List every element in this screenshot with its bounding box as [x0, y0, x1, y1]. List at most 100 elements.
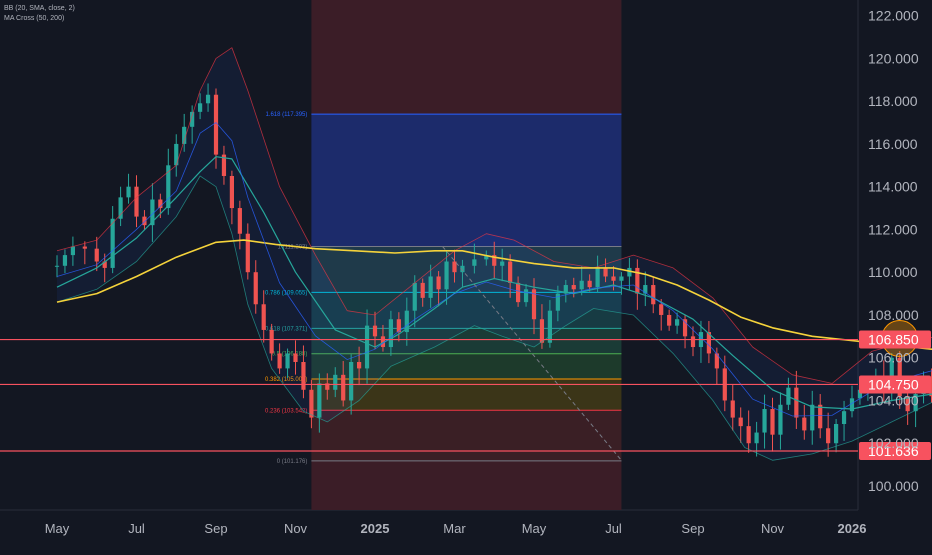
fib-zone: [311, 114, 622, 247]
target-zone-top: [311, 0, 622, 115]
candle: [301, 345, 306, 399]
candle-body: [659, 304, 664, 315]
candle: [523, 283, 529, 307]
candle-body: [516, 282, 521, 303]
candle: [341, 361, 346, 407]
price-tick-label: 118.000: [868, 93, 918, 109]
candle-body: [261, 304, 266, 330]
candle: [730, 384, 735, 431]
candle: [404, 297, 409, 346]
candle: [643, 271, 648, 307]
candle-body: [213, 94, 219, 155]
candle: [277, 343, 282, 374]
candle-body: [682, 319, 688, 337]
candle: [428, 264, 433, 308]
candle: [82, 241, 87, 265]
candle: [205, 83, 211, 112]
series-line-bb-lower: [56, 175, 932, 461]
candle-body: [253, 272, 258, 305]
candle: [380, 324, 386, 352]
candle: [834, 419, 839, 453]
fib-zone: [311, 328, 622, 354]
candle-body: [611, 276, 616, 281]
price-level-tag-label: 106.850: [868, 332, 919, 348]
candle-body: [690, 336, 696, 348]
candle: [420, 278, 425, 307]
candle: [690, 326, 696, 357]
candle-body: [134, 186, 139, 217]
candle-body: [237, 208, 242, 234]
candle: [126, 173, 131, 204]
candle-body: [484, 255, 489, 260]
candle-body: [412, 282, 417, 311]
candle: [635, 259, 640, 310]
fib-label: 0.236 (103.542): [265, 408, 307, 414]
candle-body: [778, 404, 783, 435]
candle: [516, 276, 521, 307]
price-level-tag: 101.636: [859, 442, 931, 461]
fib-label: 1.618 (117.395): [265, 112, 307, 118]
time-tick-label: 2026: [838, 521, 867, 536]
candle-body: [603, 267, 608, 277]
candle-body: [913, 394, 918, 412]
candle-body: [802, 417, 807, 431]
candle-body: [444, 261, 449, 290]
candle: [253, 260, 258, 314]
candle-body: [555, 293, 560, 311]
candle-body: [349, 361, 354, 401]
candle: [460, 259, 465, 287]
candle: [563, 279, 568, 303]
candle: [587, 274, 592, 292]
candle: [134, 175, 139, 228]
fib-label: 0 (101.176): [277, 459, 308, 465]
candle-body: [166, 165, 171, 209]
candle-body: [794, 387, 799, 418]
candle-body: [714, 353, 719, 369]
candle-body: [404, 310, 409, 333]
candle-body: [492, 255, 497, 266]
indicator-legend: BB (20, SMA, close, 2) MA Cross (50, 200…: [4, 4, 75, 24]
candle-body: [595, 267, 600, 288]
candle: [372, 311, 378, 349]
time-tick-label: May: [522, 521, 547, 536]
candle: [102, 253, 107, 283]
fib-label: 0.382 (105.005): [265, 377, 307, 383]
candle: [619, 272, 624, 295]
candle-body: [762, 409, 767, 433]
candle-body: [500, 261, 505, 266]
candle-body: [301, 361, 306, 390]
candle: [841, 400, 847, 441]
candle-body: [420, 282, 425, 298]
candle-body: [277, 353, 282, 369]
candle-body: [770, 409, 775, 435]
candle: [746, 410, 751, 453]
candle-body: [841, 411, 847, 424]
candle: [245, 223, 250, 280]
candle-body: [754, 432, 759, 444]
candle: [198, 93, 203, 120]
series-line-ma-50: [56, 156, 932, 410]
time-tick-label: Nov: [761, 521, 785, 536]
candle-body: [205, 94, 211, 104]
candle: [364, 309, 370, 384]
candle-body: [472, 259, 477, 266]
candle: [396, 312, 401, 342]
candle-body: [190, 111, 195, 127]
candle: [492, 241, 497, 280]
candle-body: [643, 285, 648, 294]
time-tick-label: Mar: [443, 521, 466, 536]
candle-body: [82, 246, 87, 249]
candle-body: [635, 267, 640, 294]
candle: [269, 323, 274, 361]
candle: [261, 290, 266, 343]
candle-body: [62, 255, 68, 266]
bollinger-basis-line: [56, 121, 932, 417]
candle: [905, 388, 910, 425]
candle: [190, 105, 195, 144]
candle: [682, 314, 688, 349]
candle: [603, 258, 608, 283]
candle: [659, 299, 664, 331]
target-zone-bottom: [311, 460, 622, 510]
